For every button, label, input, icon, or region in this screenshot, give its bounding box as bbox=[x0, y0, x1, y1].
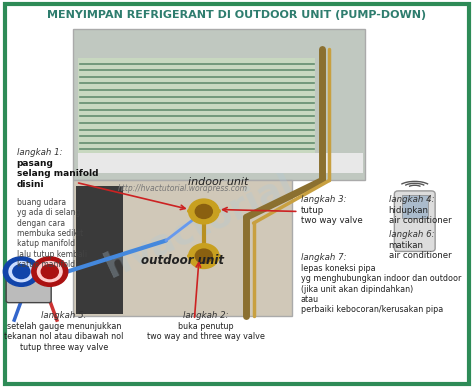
FancyBboxPatch shape bbox=[73, 180, 292, 316]
FancyBboxPatch shape bbox=[402, 195, 428, 218]
Text: hidupkan
air conditioner: hidupkan air conditioner bbox=[389, 206, 451, 225]
FancyBboxPatch shape bbox=[6, 275, 51, 303]
Circle shape bbox=[3, 257, 39, 286]
Circle shape bbox=[32, 257, 68, 286]
Text: lepas koneksi pipa
yg menghubungkan indoor dan outdoor
(jika unit akan dipindahk: lepas koneksi pipa yg menghubungkan indo… bbox=[301, 264, 461, 314]
FancyBboxPatch shape bbox=[78, 153, 363, 173]
Text: tutup
two way valve: tutup two way valve bbox=[301, 206, 363, 225]
Text: langkah 7:: langkah 7: bbox=[301, 253, 346, 262]
Circle shape bbox=[195, 249, 212, 263]
Text: MENYIMPAN REFRIGERANT DI OUTDOOR UNIT (PUMP-DOWN): MENYIMPAN REFRIGERANT DI OUTDOOR UNIT (P… bbox=[47, 10, 427, 20]
FancyBboxPatch shape bbox=[394, 191, 435, 251]
Text: langkah 4:: langkah 4: bbox=[389, 195, 434, 204]
Text: langkah 5:: langkah 5: bbox=[41, 311, 87, 320]
Text: indoor unit: indoor unit bbox=[188, 177, 248, 187]
Circle shape bbox=[13, 265, 30, 279]
FancyBboxPatch shape bbox=[78, 58, 315, 155]
Circle shape bbox=[41, 265, 58, 279]
Text: matikan
air conditioner: matikan air conditioner bbox=[389, 241, 451, 260]
Text: langkah 2:: langkah 2: bbox=[183, 311, 229, 320]
Circle shape bbox=[189, 244, 219, 268]
FancyBboxPatch shape bbox=[76, 186, 123, 314]
Text: pasang
selang manifold
disini: pasang selang manifold disini bbox=[17, 159, 98, 189]
FancyBboxPatch shape bbox=[73, 29, 365, 180]
Text: outdoor unit: outdoor unit bbox=[141, 254, 224, 267]
Text: http://hvactutorial.wordpress.com: http://hvactutorial.wordpress.com bbox=[118, 184, 247, 192]
Text: buka penutup
two way and three way valve: buka penutup two way and three way valve bbox=[147, 322, 265, 341]
Circle shape bbox=[9, 262, 34, 282]
Circle shape bbox=[195, 204, 212, 218]
Text: langkah 1:: langkah 1: bbox=[17, 148, 62, 157]
Text: langkah 6:: langkah 6: bbox=[389, 230, 434, 239]
Text: buang udara
yg ada di selang
dengan cara
membuka sedikit
katup manifold
lalu tut: buang udara yg ada di selang dengan cara… bbox=[17, 198, 87, 269]
Circle shape bbox=[189, 199, 219, 224]
FancyBboxPatch shape bbox=[5, 4, 469, 384]
Text: langkah 3:: langkah 3: bbox=[301, 195, 346, 204]
Text: setelah gauge menunjukkan
tekanan nol atau dibawah nol
tutup three way valve: setelah gauge menunjukkan tekanan nol at… bbox=[4, 322, 124, 352]
Text: hvactorial: hvactorial bbox=[100, 166, 299, 284]
Circle shape bbox=[37, 262, 62, 282]
